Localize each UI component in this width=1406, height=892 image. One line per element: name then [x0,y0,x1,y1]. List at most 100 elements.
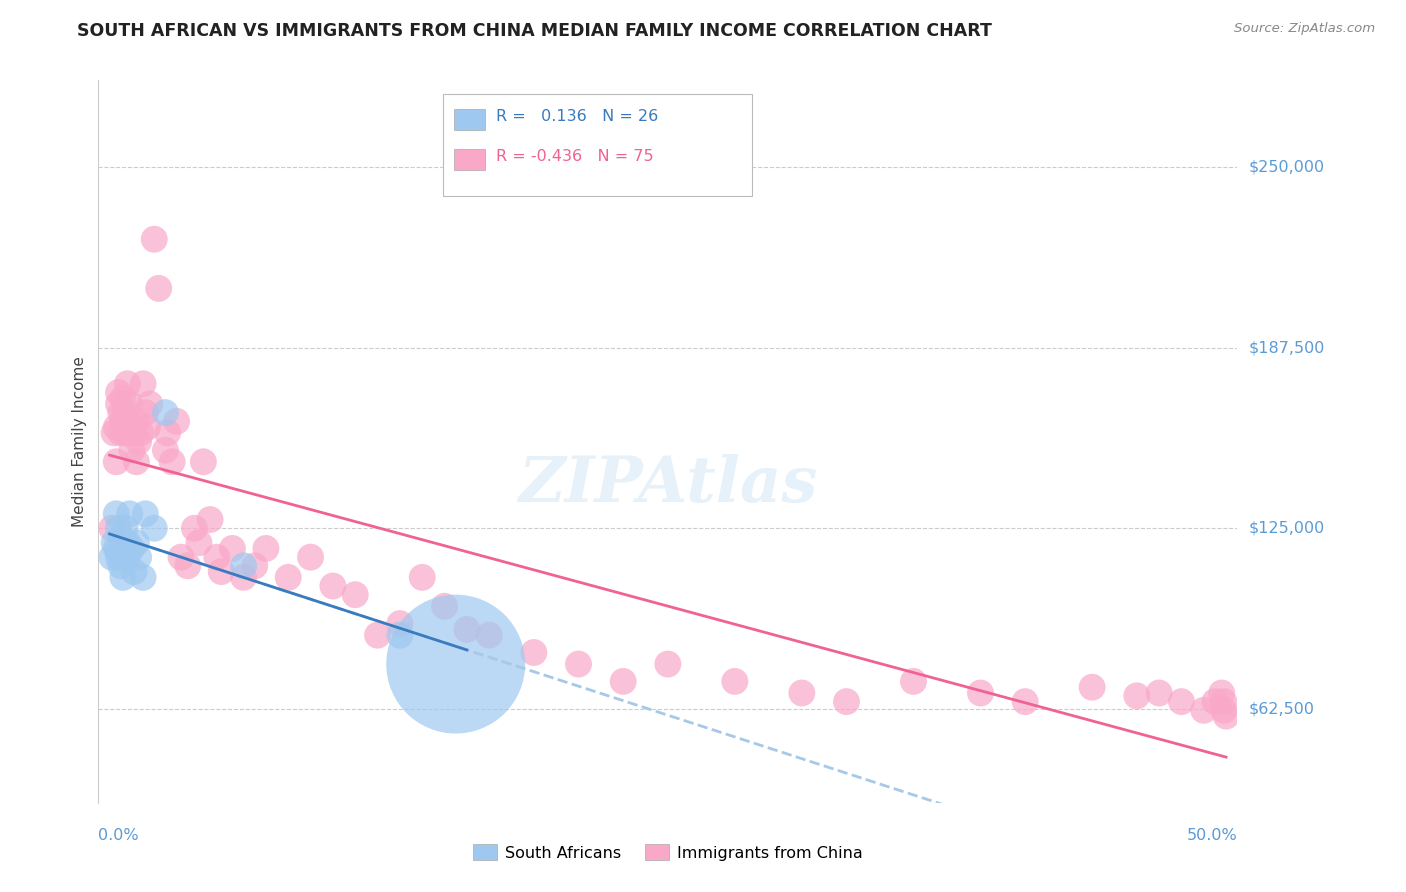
Point [170,550,193,565]
Point [134,406,156,420]
Point [114,406,136,420]
Point [125,414,148,428]
Point [122,425,145,440]
Point [388,628,411,642]
Point [1147,686,1170,700]
Point [198,512,221,526]
Point [114,425,136,440]
Point [118,507,141,521]
Point [139,397,162,411]
Point [105,541,128,556]
Point [187,535,209,549]
Point [111,391,134,405]
Point [456,623,478,637]
Point [105,455,128,469]
Point [322,579,344,593]
Point [143,521,166,535]
Point [111,535,134,549]
Text: $250,000: $250,000 [1249,160,1324,175]
Point [121,443,143,458]
Text: $125,000: $125,000 [1249,521,1324,536]
Text: R = -0.436   N = 75: R = -0.436 N = 75 [496,150,654,164]
Point [523,646,546,660]
Point [411,570,433,584]
Point [160,455,183,469]
Text: 0.0%: 0.0% [98,828,139,843]
Text: SOUTH AFRICAN VS IMMIGRANTS FROM CHINA MEDIAN FAMILY INCOME CORRELATION CHART: SOUTH AFRICAN VS IMMIGRANTS FROM CHINA M… [77,22,993,40]
Point [125,535,148,549]
Point [1170,695,1192,709]
Point [193,455,215,469]
Point [433,599,456,614]
Text: $62,500: $62,500 [1249,701,1315,716]
Point [121,420,143,434]
Point [111,570,134,584]
Point [156,425,179,440]
Point [1212,703,1234,717]
Point [790,686,813,700]
Point [118,425,141,440]
Point [444,657,467,671]
Point [344,588,367,602]
Point [101,550,124,565]
Point [117,550,139,565]
Point [1081,680,1104,694]
Point [110,425,132,440]
Point [367,628,389,642]
Legend: South Africans, Immigrants from China: South Africans, Immigrants from China [467,838,869,867]
Point [657,657,679,671]
Point [1204,695,1226,709]
Y-axis label: Median Family Income: Median Family Income [72,356,87,527]
Point [177,558,200,573]
Point [107,385,129,400]
Point [128,550,150,565]
Point [1215,709,1237,723]
Point [114,521,136,535]
Point [183,521,205,535]
Point [221,541,243,556]
Point [136,420,159,434]
Point [103,535,125,549]
Point [155,406,177,420]
Text: Source: ZipAtlas.com: Source: ZipAtlas.com [1234,22,1375,36]
Point [110,558,132,573]
Point [132,570,155,584]
Point [205,550,228,565]
Text: R =   0.136   N = 26: R = 0.136 N = 26 [496,110,658,124]
Point [166,414,188,428]
Point [107,550,129,565]
Point [969,686,991,700]
Point [121,541,143,556]
Point [114,541,136,556]
Point [1014,695,1036,709]
Point [117,414,139,428]
Point [388,616,411,631]
Point [117,376,139,391]
Point [122,565,145,579]
Point [567,657,589,671]
Point [103,425,125,440]
Text: ZIPAtlas: ZIPAtlas [519,454,817,516]
Point [612,674,634,689]
Point [835,695,858,709]
Point [118,397,141,411]
Point [105,420,128,434]
Point [243,558,266,573]
Point [148,281,170,295]
Point [724,674,747,689]
Point [299,550,322,565]
Point [254,541,277,556]
Point [110,406,132,420]
Point [134,507,156,521]
Point [101,521,124,535]
Point [1211,686,1233,700]
Point [1192,703,1215,717]
Point [110,530,132,544]
Point [132,376,155,391]
Point [232,570,254,584]
Point [209,565,232,579]
Point [107,397,129,411]
Point [125,455,148,469]
Point [107,521,129,535]
Point [903,674,925,689]
